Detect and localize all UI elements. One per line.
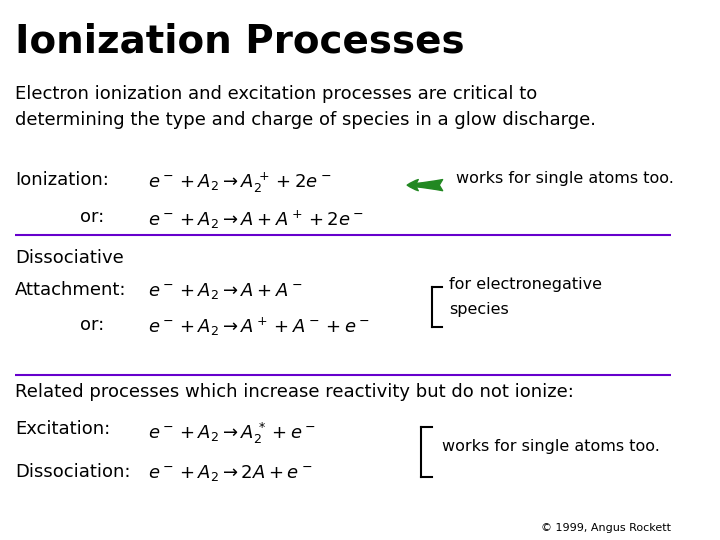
Text: Related processes which increase reactivity but do not ionize:: Related processes which increase reactiv… (15, 383, 574, 401)
Text: Dissociation:: Dissociation: (15, 463, 130, 481)
Text: Electron ionization and excitation processes are critical to
determining the typ: Electron ionization and excitation proce… (15, 85, 596, 129)
Text: $e^- + A_2 \rightarrow A^+ + A^- + e^-$: $e^- + A_2 \rightarrow A^+ + A^- + e^-$ (148, 316, 370, 338)
Text: $e^- + A_2 \rightarrow A_2^{\,+} + 2e^-$: $e^- + A_2 \rightarrow A_2^{\,+} + 2e^-$ (148, 171, 332, 195)
Text: $e^- + A_2 \rightarrow A + A^+ + 2e^-$: $e^- + A_2 \rightarrow A + A^+ + 2e^-$ (148, 208, 364, 231)
Text: Attachment:: Attachment: (15, 281, 127, 299)
Text: Ionization:: Ionization: (15, 171, 109, 188)
Text: $e^- + A_2 \rightarrow 2A + e^-$: $e^- + A_2 \rightarrow 2A + e^-$ (148, 463, 312, 483)
Text: $e^- + A_2 \rightarrow A + A^-$: $e^- + A_2 \rightarrow A + A^-$ (148, 281, 303, 301)
Text: or:: or: (80, 208, 104, 226)
Text: works for single atoms too.: works for single atoms too. (456, 171, 673, 186)
Text: Dissociative: Dissociative (15, 248, 124, 267)
Text: works for single atoms too.: works for single atoms too. (442, 439, 660, 454)
Text: Ionization Processes: Ionization Processes (15, 23, 464, 61)
Text: $e^- + A_2 \rightarrow A_2^{\,*} + e^-$: $e^- + A_2 \rightarrow A_2^{\,*} + e^-$ (148, 421, 316, 446)
Text: Excitation:: Excitation: (15, 421, 110, 438)
Text: © 1999, Angus Rockett: © 1999, Angus Rockett (541, 523, 671, 533)
Text: for electronegative: for electronegative (449, 277, 602, 292)
Text: or:: or: (80, 316, 104, 334)
Text: species: species (449, 302, 508, 317)
